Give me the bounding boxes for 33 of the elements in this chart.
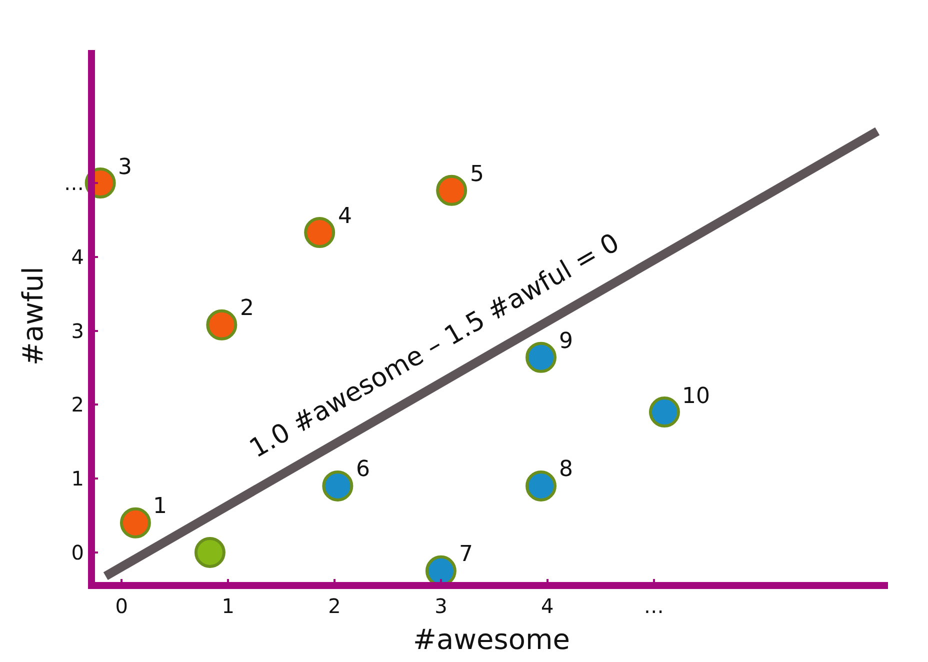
x-tick-label: …: [644, 594, 664, 618]
x-tick-label: 1: [222, 594, 234, 618]
annotation: 2: [240, 296, 254, 321]
annotation: 1: [153, 494, 167, 519]
annotation: 4: [338, 204, 352, 229]
x-tick-label: 3: [434, 594, 448, 618]
y-tick-label: 2: [71, 392, 84, 417]
annotation: 8: [559, 457, 573, 482]
point: [526, 470, 556, 502]
annotation: 7: [459, 542, 473, 567]
point: [436, 174, 468, 206]
y-tick-label: 4: [71, 244, 84, 269]
x-tick-label: 4: [541, 594, 554, 618]
annotation: 3: [118, 155, 132, 180]
x-tick-label: 2: [328, 594, 341, 618]
y-tick-label: …: [64, 171, 84, 195]
y-tick-label: 1: [71, 466, 84, 491]
point: [120, 507, 151, 538]
annotation: 9: [559, 329, 573, 354]
annotation: 5: [470, 162, 484, 187]
x-axis-title: #awesome: [413, 623, 570, 656]
y-axis-title: #awful: [16, 266, 50, 366]
annotation: 6: [356, 457, 370, 482]
point: [526, 342, 556, 373]
x-tick-label: 0: [115, 594, 128, 618]
point: [304, 217, 336, 248]
point: [648, 396, 680, 428]
y-tick-label: 0: [71, 540, 84, 564]
annotation: 10: [682, 384, 710, 409]
point: [206, 309, 238, 340]
y-tick-label: 3: [71, 318, 84, 343]
point: [322, 470, 354, 502]
point: [194, 536, 226, 568]
